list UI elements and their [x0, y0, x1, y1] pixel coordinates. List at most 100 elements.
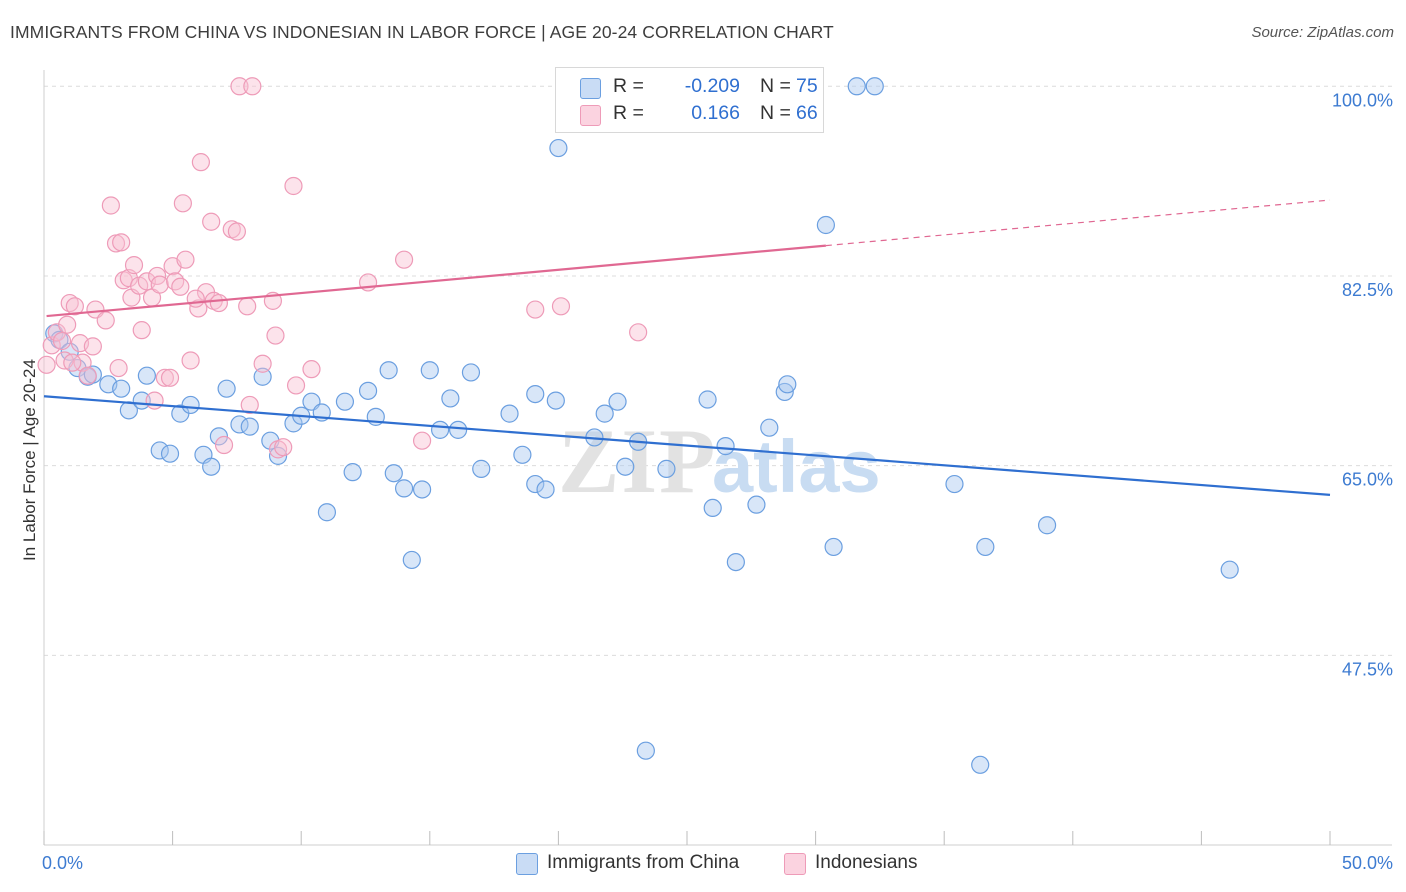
indonesian-point: [526, 300, 545, 319]
china-point: [500, 404, 519, 423]
china-point: [343, 463, 362, 482]
indonesian-point: [83, 337, 102, 356]
legend-swatch-china: [580, 78, 601, 99]
indonesian-point: [240, 395, 259, 415]
china-point: [1037, 516, 1057, 535]
china-point: [420, 361, 439, 380]
indonesian-point: [209, 293, 228, 313]
trend-line-indonesians-extension: [825, 199, 1331, 247]
china-point: [608, 392, 627, 411]
y-tick-label: 100.0%: [1332, 90, 1393, 110]
indonesian-point: [112, 233, 131, 252]
indonesian-point: [191, 153, 210, 172]
indonesian-point: [286, 376, 306, 395]
china-point: [335, 392, 355, 411]
china-point: [217, 379, 236, 398]
indonesian-point: [52, 331, 72, 351]
indonesian-point: [230, 77, 249, 96]
indonesian-point: [155, 368, 174, 387]
china-point: [703, 498, 722, 518]
indonesian-point: [394, 250, 414, 269]
trend-lines: [43, 199, 1331, 496]
legend-n-value: 75: [796, 75, 818, 97]
china-point: [536, 480, 555, 499]
indonesian-point: [109, 358, 128, 378]
china-point: [402, 550, 421, 570]
indonesian-point: [176, 250, 195, 269]
indonesian-point: [551, 297, 571, 316]
indonesian-point: [58, 315, 77, 334]
china-point: [317, 503, 337, 522]
china-point: [150, 441, 169, 460]
china-point: [240, 417, 259, 436]
bottom-legend-swatch-china: [516, 853, 538, 875]
china-point: [1220, 560, 1239, 579]
indonesian-point: [266, 326, 285, 345]
watermark-atlas: atlas: [712, 425, 881, 508]
indonesian-point: [160, 368, 180, 387]
indonesian-point: [60, 293, 79, 313]
source-label: Source: ZipAtlas.com: [1251, 24, 1394, 41]
y-tick-label: 65.0%: [1342, 470, 1393, 490]
china-point: [636, 741, 655, 760]
trend-line-indonesians: [46, 244, 826, 318]
trend-line-china: [43, 395, 1331, 496]
china-point: [202, 457, 221, 476]
indonesian-point: [243, 77, 262, 96]
indonesian-point: [302, 360, 321, 379]
indonesian-point: [145, 391, 164, 410]
legend-n-label: N =: [760, 75, 791, 97]
axes: [43, 70, 1392, 846]
legend-r-value: -0.209: [684, 75, 740, 97]
china-point: [384, 464, 403, 483]
china-point: [976, 537, 995, 557]
indonesian-point: [101, 196, 120, 215]
indonesian-point: [171, 277, 190, 296]
indonesian-point: [65, 297, 84, 316]
china-point: [945, 474, 964, 494]
china-point: [181, 395, 200, 415]
legend-r-label: R =: [613, 75, 644, 97]
legend-n-label: N =: [760, 102, 791, 124]
china-point: [546, 391, 565, 410]
china-point: [448, 420, 468, 439]
china-point: [526, 384, 545, 404]
indonesian-point: [47, 323, 66, 342]
china-point: [268, 446, 288, 465]
china-point: [253, 367, 272, 386]
china-point: [971, 755, 990, 774]
legend-r-label: R =: [613, 102, 644, 124]
y-axis-label: In Labor Force | Age 20-24: [20, 359, 39, 561]
china-point: [698, 390, 717, 409]
bottom-legend-label-indonesians: Indonesians: [815, 852, 918, 873]
china-point: [847, 77, 866, 96]
indonesian-point: [166, 272, 185, 291]
tick-labels: 47.5% 65.0% 82.5% 100.0% 0.0% 50.0%: [42, 90, 1393, 873]
indonesian-point: [214, 435, 234, 455]
china-point: [209, 427, 228, 446]
indonesian-point: [238, 297, 257, 316]
china-point: [441, 389, 460, 408]
indonesian-point: [132, 321, 151, 340]
indonesian-point: [186, 289, 205, 308]
china-point: [472, 459, 491, 478]
china-point: [358, 381, 378, 400]
china-point: [137, 366, 156, 385]
grid-lines: [44, 85, 1392, 656]
bottom-legend-swatch-indonesians: [784, 853, 806, 875]
indonesian-point: [173, 194, 192, 213]
china-point: [526, 474, 545, 494]
x-tick-label: 50.0%: [1342, 853, 1393, 873]
china-point: [816, 215, 835, 235]
china-point: [160, 444, 180, 463]
indonesian-point: [227, 222, 246, 241]
y-tick-label: 47.5%: [1342, 659, 1393, 679]
china-point: [760, 418, 779, 437]
china-point: [430, 420, 450, 439]
indonesian-point: [253, 354, 272, 373]
indonesian-point: [124, 256, 144, 275]
legend-swatch-indonesians: [580, 105, 601, 126]
china-point: [112, 379, 131, 398]
china-point: [716, 437, 735, 456]
watermark-zip: ZIP: [558, 410, 717, 512]
